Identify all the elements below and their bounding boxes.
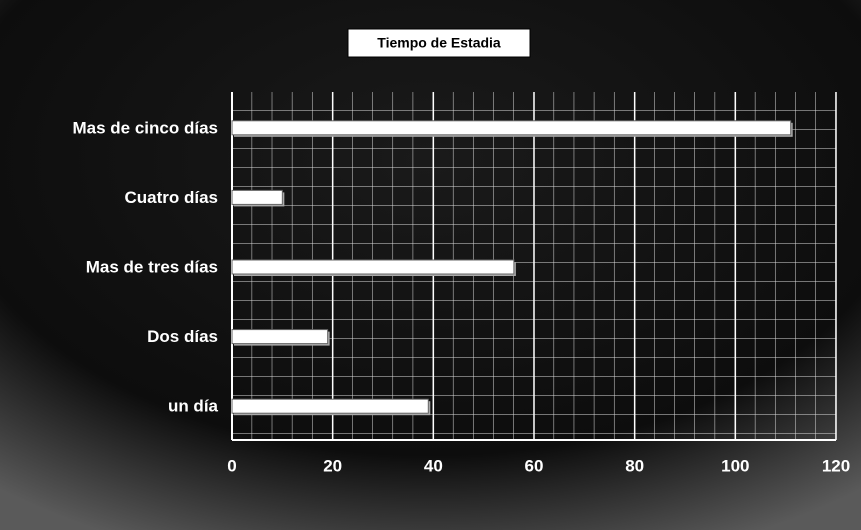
bar <box>231 259 515 275</box>
y-tick-label: Cuatro días <box>124 188 218 207</box>
y-tick-label: Mas de cinco días <box>73 118 219 137</box>
x-tick-label: 100 <box>721 456 749 475</box>
bar <box>231 329 329 345</box>
y-tick-label: un día <box>168 397 219 416</box>
x-tick-label: 60 <box>525 456 544 475</box>
bar <box>231 189 283 205</box>
chart-title: Tiempo de Estadia <box>377 35 501 51</box>
x-tick-label: 20 <box>323 456 342 475</box>
bar <box>231 398 429 414</box>
y-tick-label: Dos días <box>147 327 218 346</box>
x-tick-label: 0 <box>227 456 236 475</box>
title-box <box>347 28 531 58</box>
x-tick-label: 120 <box>822 456 850 475</box>
x-tick-label: 80 <box>625 456 644 475</box>
x-tick-label: 40 <box>424 456 443 475</box>
bar <box>231 120 792 136</box>
y-tick-label: Mas de tres días <box>86 257 218 276</box>
